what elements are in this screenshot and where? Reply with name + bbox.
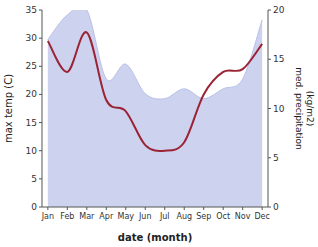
y2-tick-label: 20 — [273, 5, 285, 15]
y2-tick — [268, 59, 271, 60]
x-tick-label: Sep — [196, 212, 211, 221]
y-tick-label: 0 — [31, 202, 37, 212]
x-tick-label: Oct — [216, 212, 230, 221]
x-tick — [242, 207, 243, 210]
y2-tick-label: 5 — [273, 153, 279, 163]
precip-outline — [48, 10, 262, 99]
plot-area — [48, 10, 262, 207]
x-tick — [125, 207, 126, 210]
y-axis-label: max temp (C) — [3, 74, 14, 143]
y-tick-label: 25 — [26, 61, 37, 71]
x-tick — [164, 207, 165, 210]
y-tick-label: 15 — [26, 118, 37, 128]
y2-axis-label-line: (kg/m2) — [305, 91, 315, 126]
temp-line — [48, 32, 262, 151]
x-tick-label: Jul — [159, 212, 170, 221]
y2-tick-label: 15 — [273, 54, 284, 64]
x-tick-label: May — [118, 212, 135, 221]
y-tick — [39, 94, 42, 95]
x-tick — [67, 207, 68, 210]
x-tick — [47, 207, 48, 210]
precip-area — [48, 10, 262, 207]
y2-axis-label-line: med. precipitation — [294, 67, 304, 149]
x-tick-label: Mar — [79, 212, 95, 221]
x-tick-label: Jan — [41, 212, 54, 221]
y-tick — [39, 207, 42, 208]
y2-tick — [268, 108, 271, 109]
y-tick-label: 35 — [26, 5, 37, 15]
y-tick — [39, 10, 42, 11]
x-tick-label: Aug — [176, 212, 192, 221]
x-tick-label: Apr — [99, 212, 114, 221]
y-tick-label: 5 — [31, 174, 37, 184]
y2-tick — [268, 10, 271, 11]
x-tick — [223, 207, 224, 210]
chart: 0 5 10 15 20 25 30 35 0 5 10 15 20 Jan Feb Mar Apr MayJun… — [0, 0, 318, 247]
y2-tick — [268, 207, 271, 208]
y2-tick — [268, 157, 271, 158]
x-axis-label: date (month) — [118, 232, 192, 243]
x-tick — [86, 207, 87, 210]
y-tick-label: 10 — [26, 146, 38, 156]
x-tick-label: Feb — [60, 212, 74, 221]
x-tick-label: Dec — [254, 212, 269, 221]
x-tick — [184, 207, 185, 210]
y2-axis-label: med. precipitation(kg/m2) — [294, 67, 315, 149]
x-tick — [106, 207, 107, 210]
y-tick-label: 20 — [26, 89, 38, 99]
x-axis — [42, 207, 268, 208]
y-tick-label: 30 — [26, 33, 38, 43]
y-tick — [39, 178, 42, 179]
x-tick — [262, 207, 263, 210]
x-tick — [203, 207, 204, 210]
x-tick — [145, 207, 146, 210]
y2-tick-label: 0 — [273, 202, 279, 212]
y2-tick-label: 10 — [273, 104, 285, 114]
y-tick — [39, 150, 42, 151]
y-tick — [39, 38, 42, 39]
y-tick — [39, 122, 42, 123]
y-tick — [39, 66, 42, 67]
x-tick-label: Nov — [235, 212, 251, 221]
x-tick-label: Jun — [138, 212, 152, 221]
y-axis — [42, 10, 43, 207]
